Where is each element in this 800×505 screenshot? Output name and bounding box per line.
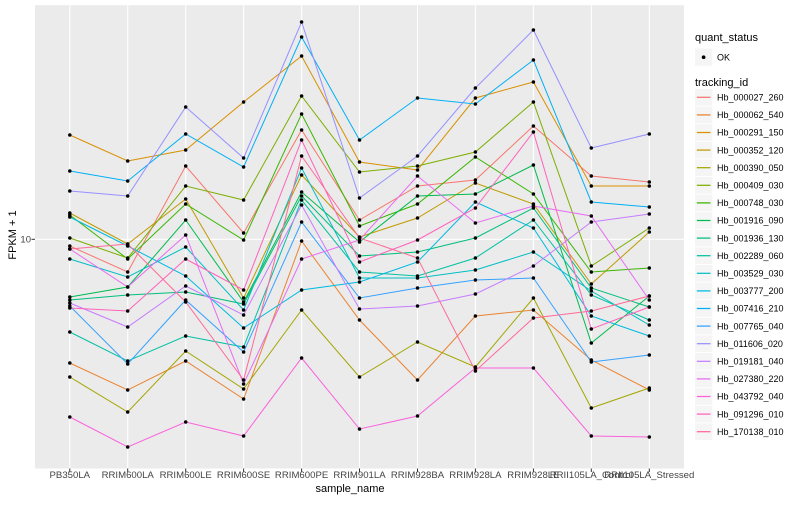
svg-text:Hb_001936_130: Hb_001936_130 xyxy=(717,233,784,243)
svg-text:OK: OK xyxy=(717,53,730,63)
svg-text:Hb_027380_220: Hb_027380_220 xyxy=(717,374,784,384)
svg-text:Hb_002289_060: Hb_002289_060 xyxy=(717,251,784,261)
svg-text:RRIM928LE: RRIM928LE xyxy=(507,470,559,481)
svg-text:RRIM901LA: RRIM901LA xyxy=(333,470,386,481)
svg-text:RRII105LA_Control: RRII105LA_Control xyxy=(550,470,633,481)
svg-text:RRIM928BA: RRIM928BA xyxy=(391,470,445,481)
svg-text:RRIM600PE: RRIM600PE xyxy=(275,470,328,481)
svg-text:RRIM600LE: RRIM600LE xyxy=(160,470,212,481)
svg-text:RRIM928LA: RRIM928LA xyxy=(449,470,502,481)
svg-text:10: 10 xyxy=(20,235,31,246)
svg-text:Hb_001916_090: Hb_001916_090 xyxy=(717,216,784,226)
svg-text:quant_status: quant_status xyxy=(695,32,758,44)
svg-text:Hb_000352_120: Hb_000352_120 xyxy=(717,145,784,155)
svg-text:Hb_043792_040: Hb_043792_040 xyxy=(717,392,784,402)
svg-text:Hb_000291_150: Hb_000291_150 xyxy=(717,128,784,138)
svg-text:Hb_011606_020: Hb_011606_020 xyxy=(717,339,783,349)
svg-text:Hb_000409_030: Hb_000409_030 xyxy=(717,181,784,191)
svg-text:Hb_000748_030: Hb_000748_030 xyxy=(717,198,784,208)
svg-text:Hb_007765_040: Hb_007765_040 xyxy=(717,321,784,331)
svg-text:RRII105LA_Stressed: RRII105LA_Stressed xyxy=(604,470,694,481)
svg-text:Hb_170138_010: Hb_170138_010 xyxy=(717,427,784,437)
svg-text:FPKM + 1: FPKM + 1 xyxy=(7,210,19,259)
svg-text:tracking_id: tracking_id xyxy=(695,77,748,89)
svg-text:PB350LA: PB350LA xyxy=(50,470,91,481)
svg-text:sample_name: sample_name xyxy=(315,483,384,495)
svg-text:Hb_000062_540: Hb_000062_540 xyxy=(717,110,784,120)
svg-text:Hb_019181_040: Hb_019181_040 xyxy=(717,357,784,367)
svg-text:Hb_007416_210: Hb_007416_210 xyxy=(717,304,784,314)
svg-text:RRIM600LA: RRIM600LA xyxy=(102,470,155,481)
svg-text:Hb_091296_010: Hb_091296_010 xyxy=(717,409,784,419)
svg-text:Hb_000027_260: Hb_000027_260 xyxy=(717,93,784,103)
svg-text:Hb_000390_050: Hb_000390_050 xyxy=(717,163,784,173)
svg-text:Hb_003529_030: Hb_003529_030 xyxy=(717,269,784,279)
svg-text:Hb_003777_200: Hb_003777_200 xyxy=(717,286,784,296)
svg-text:RRIM600SE: RRIM600SE xyxy=(217,470,270,481)
